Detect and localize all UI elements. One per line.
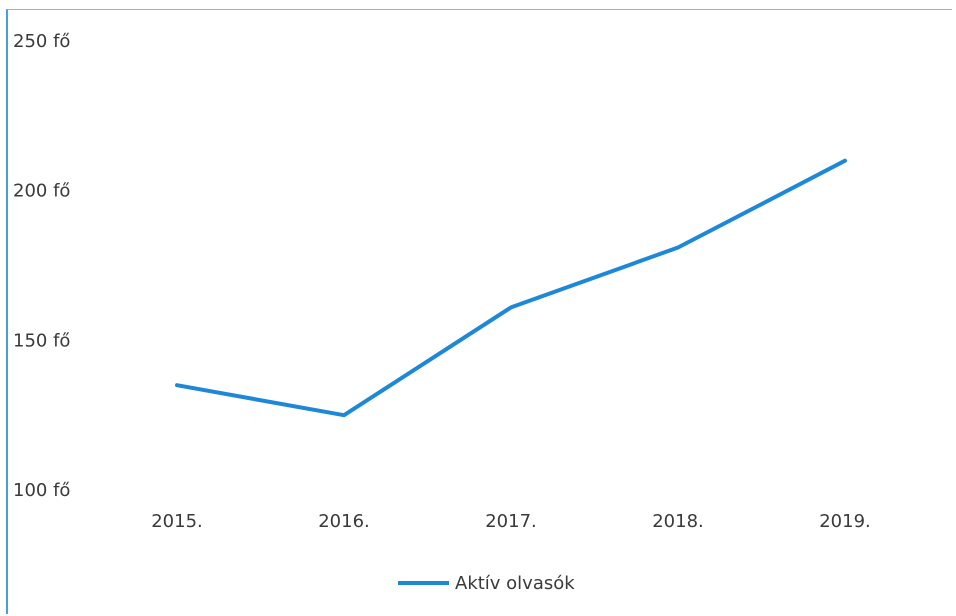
x-tick-label: 2019. (819, 511, 871, 532)
series-group (177, 161, 845, 416)
legend-label: Aktív olvasók (455, 573, 575, 594)
legend: Aktív olvasók (398, 573, 575, 594)
series-line (177, 161, 845, 416)
y-tick-label: 200 fő (13, 181, 70, 202)
x-tick-label: 2018. (652, 511, 704, 532)
x-tick-label: 2017. (485, 511, 537, 532)
x-tick-label: 2015. (151, 511, 203, 532)
y-axis-ticks: 100 fő 150 fő 200 fő 250 fő (13, 31, 70, 501)
y-tick-label: 250 fő (13, 31, 70, 52)
x-axis-ticks: 2015. 2016. 2017. 2018. 2019. (151, 511, 871, 532)
y-tick-label: 150 fő (13, 330, 70, 351)
x-tick-label: 2016. (318, 511, 370, 532)
y-tick-label: 100 fő (13, 480, 70, 501)
